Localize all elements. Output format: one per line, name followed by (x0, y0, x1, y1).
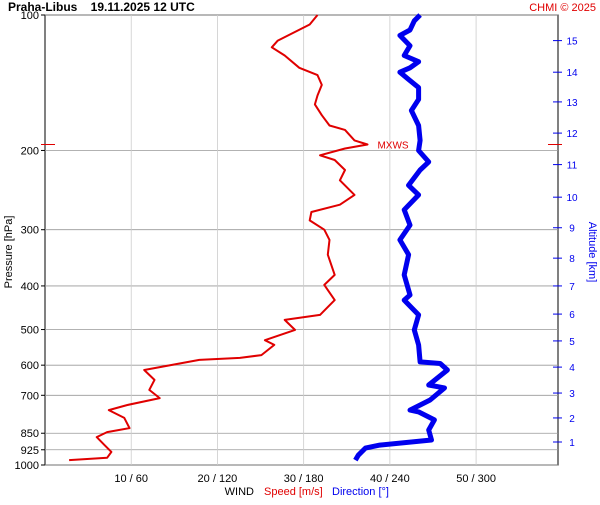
y2-tick-label: 15 (566, 37, 578, 48)
y2-tick-label: 1 (569, 438, 575, 449)
plot-frame (44, 14, 559, 466)
legend-entry: Direction [°] (332, 486, 389, 498)
y2-tick-label: 6 (569, 310, 575, 321)
y-tick-label: 500 (21, 325, 39, 337)
y2-tick-label: 2 (569, 414, 575, 425)
y-tick-label: 300 (21, 225, 39, 237)
y2-tick-label: 9 (569, 224, 575, 235)
y2-tick-label: 5 (569, 337, 575, 348)
legend-entry: Speed [m/s] (264, 486, 323, 498)
y-tick-label: 850 (21, 428, 39, 440)
y-tick-label: 100 (21, 10, 39, 22)
y-tick-label: 200 (21, 145, 39, 157)
x-axis-label: WIND (225, 486, 254, 498)
credit: CHMI © 2025 (529, 2, 596, 14)
y2-axis-label: Altitude [km] (586, 222, 598, 283)
y2-tick-label: 10 (566, 193, 578, 204)
y-tick-label: 600 (21, 360, 39, 372)
y2-tick-label: 3 (569, 389, 575, 400)
y2-tick-label: 12 (566, 129, 578, 140)
chart-title: Praha-Libus 19.11.2025 12 UTC (8, 0, 195, 14)
y2-tick-label: 7 (569, 282, 575, 293)
profile-line (69, 14, 369, 462)
y-tick-label: 1000 (15, 460, 39, 472)
y-tick-label: 925 (21, 445, 39, 457)
y2-tick-label: 13 (566, 98, 578, 109)
y-axis-label: Pressure [hPa] (3, 216, 15, 289)
y2-tick-label: 4 (569, 363, 575, 374)
x-tick-label: 10 / 60 (114, 473, 148, 485)
x-tick-label: 50 / 300 (456, 473, 496, 485)
y-tick-label: 400 (21, 281, 39, 293)
y-tick-label: 700 (21, 390, 39, 402)
y2-tick-label: 8 (569, 254, 575, 265)
x-tick-label: 30 / 180 (284, 473, 324, 485)
y2-tick-label: 14 (566, 68, 578, 79)
annotation: MXWS (377, 141, 408, 152)
x-tick-label: 40 / 240 (370, 473, 410, 485)
y2-tick-label: 11 (567, 161, 578, 172)
x-tick-label: 20 / 120 (198, 473, 238, 485)
profile-line (353, 13, 450, 462)
